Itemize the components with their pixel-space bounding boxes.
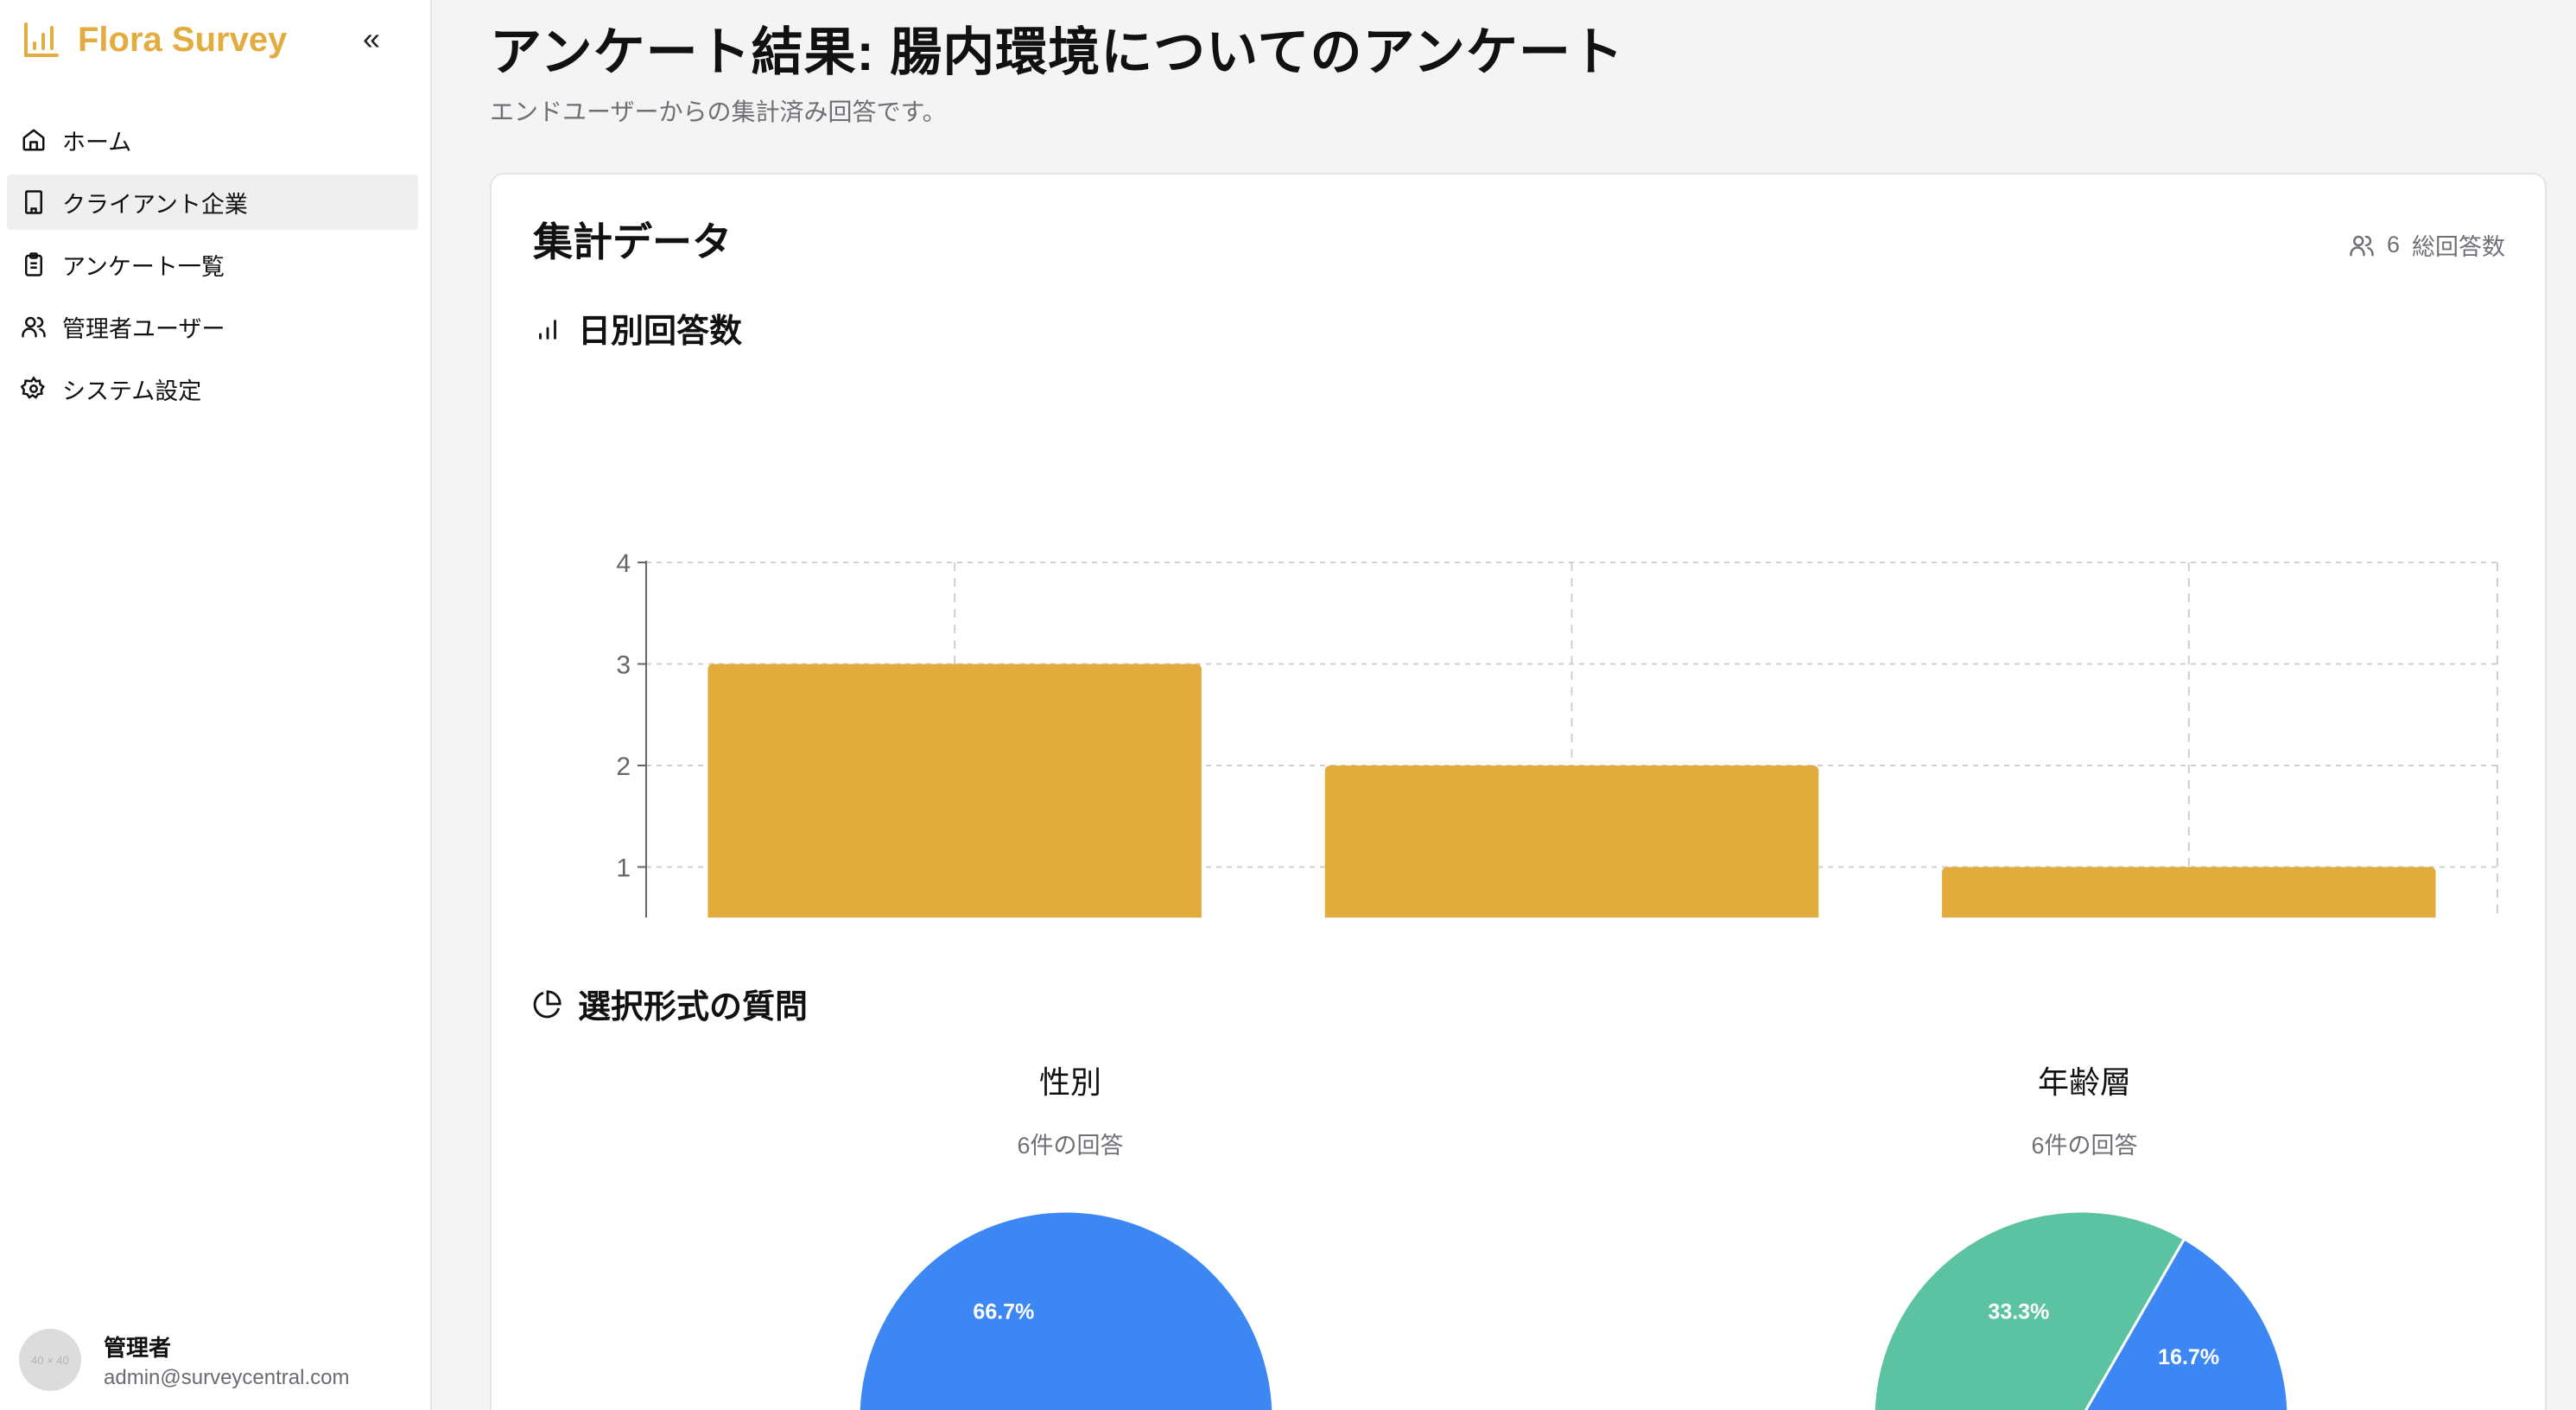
- sidebar-item-label: 管理者ユーザー: [62, 315, 225, 342]
- pie-slice-label: 66.7%: [973, 1299, 1034, 1324]
- total-count: 6: [2386, 232, 2400, 257]
- sidebar-item-label: クライアント企業: [62, 191, 248, 218]
- pie-title: 性別: [1038, 1064, 1101, 1100]
- choice-section-heading: 選択形式の質問: [533, 980, 808, 1027]
- card-title: 集計データ: [533, 219, 732, 264]
- total-responses: 6 総回答数: [2349, 228, 2505, 262]
- pie-slice[interactable]: [2081, 1236, 2290, 1410]
- bar-7/11[interactable]: [1324, 765, 1819, 969]
- pie-subtitle: 6件の回答: [1017, 1133, 1124, 1159]
- user-profile[interactable]: 40 × 40 管理者 admin@surveycentral.com: [19, 1329, 349, 1391]
- sidebar-item-admin-users[interactable]: 管理者ユーザー: [7, 299, 418, 354]
- pie-age: 年齢層 6件の回答: [1739, 1058, 2430, 1160]
- pie-slice-label: 33.3%: [1988, 1299, 2049, 1324]
- sidebar-item-clients[interactable]: クライアント企業: [7, 175, 418, 230]
- svg-text:1: 1: [616, 854, 631, 883]
- pie-gender: 性別 6件の回答: [725, 1058, 1416, 1160]
- page-subtitle: エンドユーザーからの集計済み回答です。: [490, 98, 947, 125]
- svg-text:3: 3: [616, 651, 631, 680]
- chart-legend[interactable]: 回答数: [578, 848, 2513, 886]
- home-icon: [22, 129, 45, 151]
- sidebar-nav: ホーム クライアント企業 アンケート一覧 管理者ユーザー システム設定: [7, 112, 418, 423]
- pie-chart-gender: 66.7%: [857, 1210, 1275, 1410]
- sidebar-item-surveys[interactable]: アンケート一覧: [7, 237, 418, 292]
- pie-slice[interactable]: [857, 1210, 1275, 1410]
- page-title: アンケート結果: 腸内環境についてのアンケート: [490, 23, 1625, 81]
- pie-chart-age: 16.7% 33.3%: [1872, 1210, 2290, 1410]
- users-icon: [2350, 235, 2374, 256]
- sidebar-item-settings[interactable]: システム設定: [7, 361, 418, 416]
- pie-chart-icon: [533, 989, 562, 1018]
- main-content: アンケート結果: 腸内環境についてのアンケート エンドユーザーからの集計済み回答…: [432, 0, 2576, 1410]
- pie-subtitle: 6件の回答: [2031, 1133, 2138, 1159]
- aggregate-card: 集計データ 6 総回答数 日別回答数 012347/107/117/13 回答数: [490, 173, 2547, 1410]
- bar-7/10[interactable]: [707, 664, 1202, 969]
- user-name: 管理者: [104, 1334, 172, 1361]
- clipboard-icon: [25, 252, 42, 276]
- sidebar-item-label: アンケート一覧: [62, 253, 225, 280]
- sidebar-item-home[interactable]: ホーム: [7, 112, 418, 168]
- sidebar: Flora Survey « ホーム クライアント企業 アンケート一覧 管理者ユ…: [0, 0, 432, 1410]
- signal-bars-icon: [539, 319, 556, 340]
- sidebar-item-label: システム設定: [62, 378, 202, 404]
- total-label: 総回答数: [2412, 234, 2505, 260]
- bar-chart-svg: 012347/107/117/13: [616, 549, 2498, 1013]
- avatar: 40 × 40: [19, 1329, 81, 1391]
- svg-text:4: 4: [616, 549, 631, 578]
- daily-bar-chart: 012347/107/117/13 回答数: [578, 382, 2513, 1013]
- legend-swatch: [1490, 858, 1516, 877]
- daily-section-heading: 日別回答数: [533, 304, 742, 352]
- svg-text:2: 2: [616, 753, 631, 781]
- users-icon: [22, 316, 46, 338]
- legend-label: 回答数: [1523, 856, 1601, 885]
- pie-slice[interactable]: [1872, 1210, 2186, 1410]
- pie-title: 年齢層: [2037, 1064, 2131, 1100]
- pie-slice-label: 16.7%: [2158, 1345, 2219, 1369]
- user-email: admin@surveycentral.com: [104, 1365, 350, 1389]
- bar-chart-logo-icon: [24, 22, 59, 57]
- collapse-sidebar-button[interactable]: «: [363, 21, 381, 56]
- gear-icon: [21, 376, 45, 399]
- brand[interactable]: Flora Survey: [21, 19, 287, 60]
- building-icon: [25, 190, 42, 214]
- brand-name: Flora Survey: [78, 20, 288, 59]
- sidebar-item-label: ホーム: [62, 129, 132, 156]
